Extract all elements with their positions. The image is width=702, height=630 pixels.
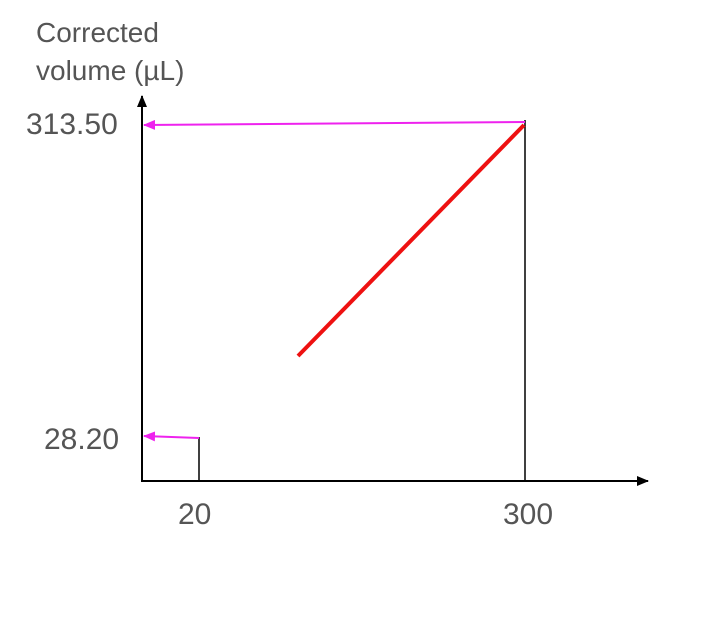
y-tick-313-50: 313.50 — [26, 108, 118, 141]
y-tick-28-20: 28.20 — [44, 423, 120, 456]
arrow-to-28-20 — [143, 431, 200, 442]
x-tick-20: 20 — [178, 498, 212, 531]
calibration-line — [296, 123, 526, 358]
arrow-to-313-50 — [143, 119, 526, 130]
x-tick-300: 300 — [503, 498, 554, 531]
y-axis-label-line2: volume (µL) — [36, 55, 185, 86]
y-axis-label: Corrected volume (µL) — [36, 14, 184, 90]
y-axis-label-line1: Corrected — [36, 17, 159, 48]
